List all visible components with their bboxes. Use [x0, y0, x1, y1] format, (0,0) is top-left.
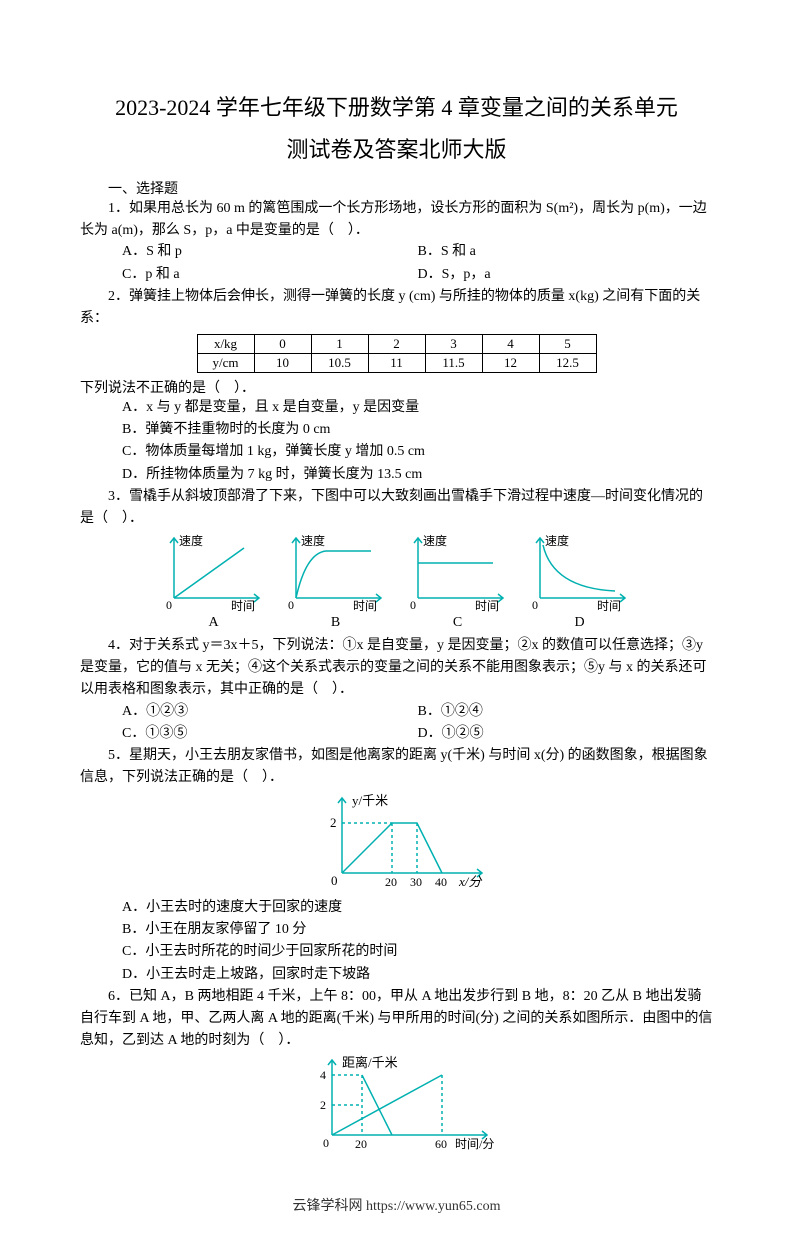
q3-graph-b: 速度 0 时间 — [281, 533, 391, 613]
q4-opt-a: A．①②③ — [80, 701, 418, 723]
q4-opt-b: B．①②④ — [418, 701, 714, 723]
q5-opt-b: B．小王在朋友家停留了 10 分 — [80, 919, 713, 941]
q1-opt-d: D．S，p，a — [418, 264, 714, 286]
q2-table: x/kg 0 1 2 3 4 5 y/cm 10 10.5 11 11.5 12… — [197, 334, 597, 373]
xlabel: 时间 — [353, 599, 377, 613]
q4-options-row2: C．①③⑤ D．①②⑤ — [80, 723, 713, 745]
q2-opt-b: B．弹簧不挂重物时的长度为 0 cm — [80, 419, 713, 441]
cell: 5 — [539, 334, 596, 353]
q5-opt-d: D．小王去时走上坡路，回家时走下坡路 — [80, 964, 713, 986]
table-row: y/cm 10 10.5 11 11.5 12 12.5 — [197, 353, 596, 372]
q1-options-row2: C．p 和 a D．S，p，a — [80, 264, 713, 286]
xlabel: 时间 — [475, 599, 499, 613]
q3-graph-labels: A B C D — [80, 615, 713, 631]
q5-opt-c: C．小王去时所花的时间少于回家所花的时间 — [80, 941, 713, 963]
xlabel: 时间 — [597, 599, 621, 613]
label-b: B — [281, 615, 391, 631]
cell: 1 — [311, 334, 368, 353]
q5-graph: y/千米 2 0 20 30 40 x/分 — [297, 793, 497, 893]
xtick: 40 — [435, 875, 447, 889]
page-footer: 云锋学科网 https://www.yun65.com — [80, 1195, 713, 1215]
q4-options-row1: A．①②③ B．①②④ — [80, 701, 713, 723]
q2-text: 2．弹簧挂上物体后会伸长，测得一弹簧的长度 y (cm) 与所挂的物体的质量 x… — [80, 286, 713, 329]
q3-text: 3．雪橇手从斜坡顶部滑了下来，下图中可以大致刻画出雪橇手下滑过程中速度—时间变化… — [80, 486, 713, 529]
label-a: A — [159, 615, 269, 631]
title-line-2: 测试卷及答案北师大版 — [80, 132, 713, 164]
ylabel: 速度 — [423, 533, 447, 548]
cell: 11 — [368, 353, 425, 372]
origin: 0 — [331, 873, 338, 888]
cell: 11.5 — [425, 353, 482, 372]
ylabel: 速度 — [179, 533, 203, 548]
origin: 0 — [532, 598, 538, 612]
q2-opt-d: D．所挂物体质量为 7 kg 时，弹簧长度为 13.5 cm — [80, 464, 713, 486]
q6-graph: 距离/千米 4 2 0 20 60 时间/分 — [287, 1055, 507, 1155]
ylabel: 速度 — [545, 533, 569, 548]
q1-options-row1: A．S 和 p B．S 和 a — [80, 241, 713, 263]
cell: 12 — [482, 353, 539, 372]
q5-opt-a: A．小王去时的速度大于回家的速度 — [80, 897, 713, 919]
cell: x/kg — [197, 334, 254, 353]
origin: 0 — [288, 598, 294, 612]
label-d: D — [525, 615, 635, 631]
origin: 0 — [323, 1136, 329, 1150]
q3-graph-a: 速度 0 时间 — [159, 533, 269, 613]
exam-page: 2023-2024 学年七年级下册数学第 4 章变量之间的关系单元 测试卷及答案… — [0, 0, 793, 1235]
q4-text: 4．对于关系式 y＝3x＋5，下列说法：①x 是自变量，y 是因变量；②x 的数… — [80, 635, 713, 700]
cell: 4 — [482, 334, 539, 353]
title-line-1: 2023-2024 学年七年级下册数学第 4 章变量之间的关系单元 — [80, 90, 713, 122]
label-c: C — [403, 615, 513, 631]
cell: 2 — [368, 334, 425, 353]
cell: 12.5 — [539, 353, 596, 372]
ylabel: 速度 — [301, 533, 325, 548]
ytick: 2 — [320, 1098, 326, 1112]
q3-graphs: 速度 0 时间 速度 0 时间 速度 0 时间 — [80, 533, 713, 613]
q1-opt-a: A．S 和 p — [80, 241, 418, 263]
q2-opt-c: C．物体质量每增加 1 kg，弹簧长度 y 增加 0.5 cm — [80, 441, 713, 463]
origin: 0 — [410, 598, 416, 612]
q1-opt-b: B．S 和 a — [418, 241, 714, 263]
xtick: 20 — [385, 875, 397, 889]
ytick: 4 — [320, 1068, 326, 1082]
cell: 10.5 — [311, 353, 368, 372]
q1-opt-c: C．p 和 a — [80, 264, 418, 286]
q4-opt-c: C．①③⑤ — [80, 723, 418, 745]
xtick: 30 — [410, 875, 422, 889]
cell: 10 — [254, 353, 311, 372]
cell: 0 — [254, 334, 311, 353]
q2-opt-a: A．x 与 y 都是变量，且 x 是自变量，y 是因变量 — [80, 397, 713, 419]
q2-tail: 下列说法不正确的是（ ）． — [80, 377, 713, 397]
ylabel: y/千米 — [352, 793, 388, 808]
q3-graph-d: 速度 0 时间 — [525, 533, 635, 613]
section-1-heading: 一、选择题 — [80, 178, 713, 198]
q4-opt-d: D．①②⑤ — [418, 723, 714, 745]
table-row: x/kg 0 1 2 3 4 5 — [197, 334, 596, 353]
xtick: 20 — [355, 1137, 367, 1151]
cell: 3 — [425, 334, 482, 353]
cell: y/cm — [197, 353, 254, 372]
xlabel: 时间 — [231, 599, 255, 613]
xlabel: 时间/分 — [455, 1137, 494, 1151]
ytick: 2 — [330, 815, 337, 830]
q1-text: 1．如果用总长为 60 m 的篱笆围成一个长方形场地，设长方形的面积为 S(m²… — [80, 198, 713, 241]
q6-text: 6．已知 A，B 两地相距 4 千米，上午 8：00，甲从 A 地出发步行到 B… — [80, 986, 713, 1051]
ylabel: 距离/千米 — [342, 1055, 398, 1070]
origin: 0 — [166, 598, 172, 612]
q3-graph-c: 速度 0 时间 — [403, 533, 513, 613]
xtick: 60 — [435, 1137, 447, 1151]
xlabel: x/分 — [458, 874, 482, 889]
q5-text: 5．星期天，小王去朋友家借书，如图是他离家的距离 y(千米) 与时间 x(分) … — [80, 745, 713, 788]
